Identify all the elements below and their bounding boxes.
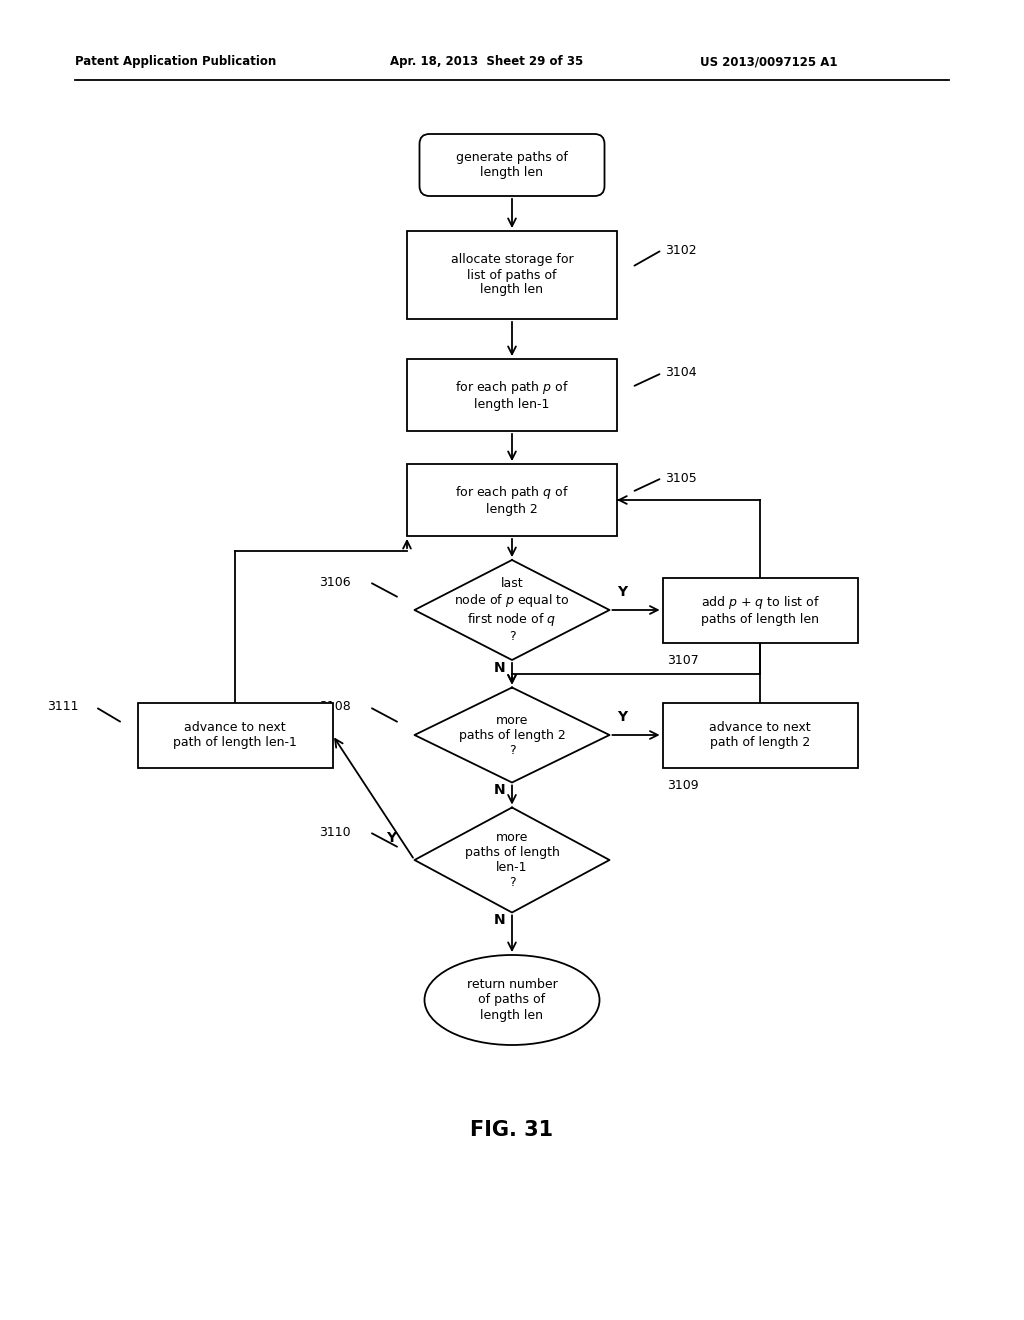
Text: Apr. 18, 2013  Sheet 29 of 35: Apr. 18, 2013 Sheet 29 of 35 <box>390 55 584 69</box>
Text: 3107: 3107 <box>668 653 699 667</box>
Text: 3110: 3110 <box>319 825 351 838</box>
Polygon shape <box>415 688 609 783</box>
Text: N: N <box>494 913 506 928</box>
Text: Patent Application Publication: Patent Application Publication <box>75 55 276 69</box>
Bar <box>663 702 857 767</box>
Text: 3106: 3106 <box>319 576 351 589</box>
Bar <box>407 359 617 432</box>
Text: US 2013/0097125 A1: US 2013/0097125 A1 <box>700 55 838 69</box>
Bar <box>137 702 333 767</box>
Text: allocate storage for
list of paths of
length len: allocate storage for list of paths of le… <box>451 253 573 297</box>
Text: Y: Y <box>617 710 628 723</box>
Bar <box>663 578 857 643</box>
Text: return number
of paths of
length len: return number of paths of length len <box>467 978 557 1022</box>
Text: add $p$ + $q$ to list of
paths of length len: add $p$ + $q$ to list of paths of length… <box>700 594 819 626</box>
Text: 3105: 3105 <box>665 471 696 484</box>
Text: generate paths of
length len: generate paths of length len <box>456 150 568 180</box>
Ellipse shape <box>425 954 599 1045</box>
Text: 3111: 3111 <box>47 701 79 714</box>
Text: 3102: 3102 <box>665 243 696 256</box>
Text: Y: Y <box>386 832 396 845</box>
Polygon shape <box>415 560 609 660</box>
Text: 3108: 3108 <box>319 701 351 714</box>
Text: for each path $q$ of
length 2: for each path $q$ of length 2 <box>455 484 569 516</box>
Text: N: N <box>494 661 506 675</box>
Text: advance to next
path of length 2: advance to next path of length 2 <box>710 721 811 748</box>
Text: FIG. 31: FIG. 31 <box>470 1119 554 1140</box>
Text: N: N <box>494 784 506 797</box>
Text: 3104: 3104 <box>665 367 696 380</box>
Text: for each path $p$ of
length len-1: for each path $p$ of length len-1 <box>455 379 569 411</box>
Text: Y: Y <box>617 585 628 599</box>
Bar <box>407 465 617 536</box>
Text: last
node of $p$ equal to
first node of $q$
?: last node of $p$ equal to first node of … <box>455 577 569 643</box>
Polygon shape <box>415 808 609 912</box>
FancyBboxPatch shape <box>420 135 604 195</box>
Text: 3109: 3109 <box>668 779 699 792</box>
Text: advance to next
path of length len-1: advance to next path of length len-1 <box>173 721 297 748</box>
Text: more
paths of length 2
?: more paths of length 2 ? <box>459 714 565 756</box>
Bar <box>407 231 617 319</box>
Text: more
paths of length
len-1
?: more paths of length len-1 ? <box>465 832 559 888</box>
